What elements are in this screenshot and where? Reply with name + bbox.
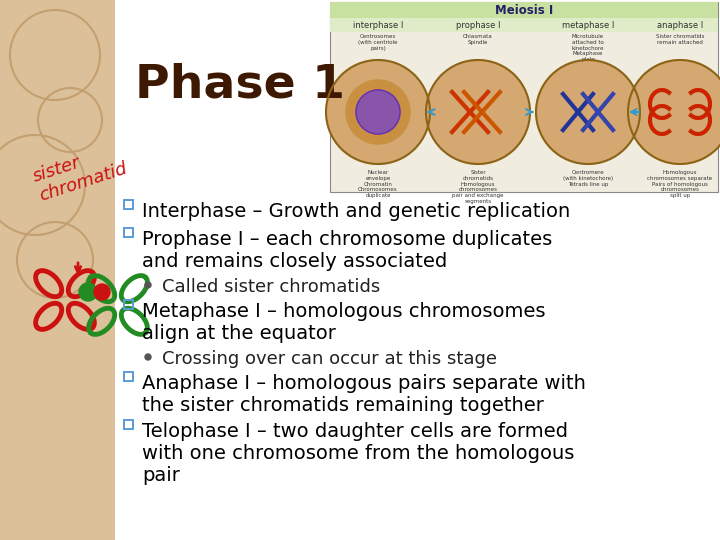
Text: Centromere
(with kinetochore)
Tetrads line up: Centromere (with kinetochore) Tetrads li… [563,170,613,187]
Text: Nuclear
envelope
Chromatin
Chromosomes
duplicate: Nuclear envelope Chromatin Chromosomes d… [358,170,398,198]
Text: Called sister chromatids: Called sister chromatids [162,278,380,296]
Text: Interphase – Growth and genetic replication: Interphase – Growth and genetic replicat… [142,202,570,221]
Circle shape [628,60,720,164]
Circle shape [79,283,97,301]
Text: Chiasmata
Spindle: Chiasmata Spindle [463,34,493,45]
Text: Crossing over can occur at this stage: Crossing over can occur at this stage [162,350,497,368]
Text: Metaphase I – homologous chromosomes
align at the equator: Metaphase I – homologous chromosomes ali… [142,302,546,343]
Text: Anaphase I – homologous pairs separate with
the sister chromatids remaining toge: Anaphase I – homologous pairs separate w… [142,374,586,415]
Text: prophase I: prophase I [456,21,500,30]
Text: Microtubule
attached to
kinetochore
Metaphase
plate: Microtubule attached to kinetochore Meta… [572,34,604,62]
Circle shape [94,284,110,300]
FancyBboxPatch shape [330,18,718,32]
Text: anaphase I: anaphase I [657,21,703,30]
FancyBboxPatch shape [330,2,718,192]
FancyBboxPatch shape [330,2,718,18]
Circle shape [356,90,400,134]
Text: Homologous
chromosomes separate
Pairs of homologous
chromosomes
split up: Homologous chromosomes separate Pairs of… [647,170,713,198]
Circle shape [326,60,430,164]
Text: Sister chromatids
remain attached: Sister chromatids remain attached [656,34,704,45]
FancyBboxPatch shape [0,0,115,540]
Text: sister
chromatid: sister chromatid [30,140,129,205]
Circle shape [145,354,151,360]
Text: interphase I: interphase I [353,21,403,30]
Text: Telophase I – two daughter cells are formed
with one chromosome from the homolog: Telophase I – two daughter cells are for… [142,422,575,485]
FancyBboxPatch shape [115,0,720,540]
Circle shape [536,60,640,164]
Circle shape [145,282,151,288]
Circle shape [426,60,530,164]
Text: Meiosis I: Meiosis I [495,3,553,17]
Circle shape [346,80,410,144]
Text: Centrosomes
(with centriole
pairs): Centrosomes (with centriole pairs) [359,34,397,51]
Text: Phase 1: Phase 1 [135,63,345,107]
Text: metaphase I: metaphase I [562,21,614,30]
Text: Sister
chromatids
Homologous
chromosomes
pair and exchange
segments: Sister chromatids Homologous chromosomes… [452,170,504,204]
Text: Prophase I – each chromosome duplicates
and remains closely associated: Prophase I – each chromosome duplicates … [142,230,552,271]
